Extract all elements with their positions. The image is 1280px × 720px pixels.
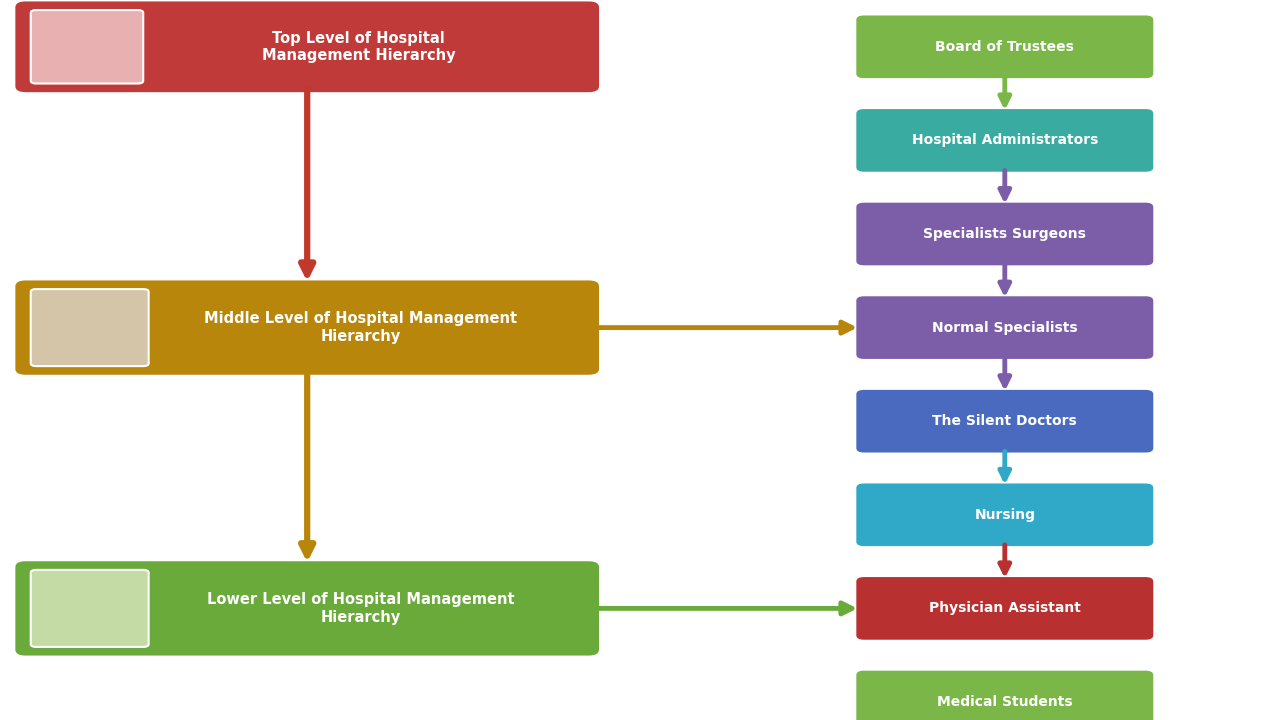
Text: Specialists Surgeons: Specialists Surgeons [923,227,1087,241]
FancyBboxPatch shape [31,570,148,647]
FancyBboxPatch shape [856,671,1153,720]
FancyBboxPatch shape [856,15,1153,78]
FancyBboxPatch shape [15,1,599,92]
Text: Lower Level of Hospital Management
Hierarchy: Lower Level of Hospital Management Hiera… [207,592,515,624]
FancyBboxPatch shape [31,10,143,84]
FancyBboxPatch shape [856,109,1153,171]
Text: Middle Level of Hospital Management
Hierarchy: Middle Level of Hospital Management Hier… [205,311,517,343]
Text: The Silent Doctors: The Silent Doctors [932,414,1078,428]
FancyBboxPatch shape [856,577,1153,640]
FancyBboxPatch shape [856,202,1153,265]
FancyBboxPatch shape [856,297,1153,359]
Text: Nursing: Nursing [974,508,1036,522]
FancyBboxPatch shape [15,562,599,655]
Text: Top Level of Hospital
Management Hierarchy: Top Level of Hospital Management Hierarc… [261,30,456,63]
FancyBboxPatch shape [856,484,1153,546]
FancyBboxPatch shape [15,280,599,374]
Text: Medical Students: Medical Students [937,695,1073,709]
Text: Board of Trustees: Board of Trustees [936,40,1074,54]
FancyBboxPatch shape [856,390,1153,452]
Text: Physician Assistant: Physician Assistant [929,601,1080,616]
FancyBboxPatch shape [31,289,148,366]
Text: Normal Specialists: Normal Specialists [932,320,1078,335]
Text: Hospital Administrators: Hospital Administrators [911,133,1098,148]
